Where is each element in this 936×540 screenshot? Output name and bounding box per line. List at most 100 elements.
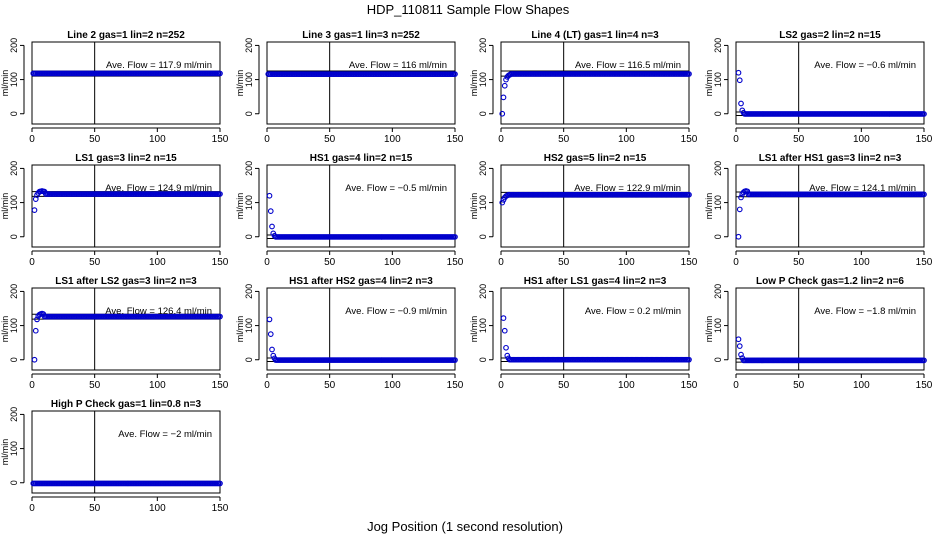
data-point: [736, 77, 743, 84]
y-tick-label: 0: [244, 357, 254, 362]
data-point: [32, 327, 39, 334]
panel: Line 2 gas=1 lin=2 n=252 0 100 200 ml/min 0 50…: [0, 30, 229, 145]
x-tick-label: 100: [384, 257, 401, 268]
x-tick-label: 0: [29, 503, 35, 514]
panel: LS1 gas=3 lin=2 n=15 0 100 200 ml/min 0 50 100 1…: [0, 153, 229, 268]
x-tick-label: 0: [264, 257, 270, 268]
y-tick-label: 200: [9, 161, 19, 176]
panel: HS1 gas=4 lin=2 n=15 0 100 200 ml/min 0 50 100 1…: [235, 153, 464, 268]
data-point: [501, 82, 508, 89]
panel-title: HS1 gas=4 lin=2 n=15: [310, 153, 413, 164]
data-point: [921, 111, 927, 117]
x-tick-label: 50: [558, 134, 570, 145]
y-tick-label: 100: [244, 72, 254, 87]
data-point: [504, 352, 511, 359]
y-tick-label: 100: [713, 318, 723, 333]
x-tick-label: 150: [212, 257, 229, 268]
panel: LS1 after HS1 gas=3 lin=2 n=3 0 100 200 ml/m…: [704, 153, 933, 268]
panel-frame: [500, 287, 690, 371]
ave-flow-label: Ave. Flow = 117.9 ml/min: [106, 60, 212, 71]
data-point: [921, 357, 927, 364]
panel: Low P Check gas=1.2 lin=2 n=6 0 100 200 ml/m…: [704, 276, 933, 391]
y-tick-label: 100: [9, 195, 19, 210]
panel-title: Line 2 gas=1 lin=2 n=252: [67, 30, 185, 41]
x-tick-label: 0: [498, 257, 504, 268]
data-point: [686, 71, 692, 77]
x-tick-label: 50: [793, 380, 805, 391]
x-tick-label: 0: [498, 380, 504, 391]
panel-title: LS1 after HS1 gas=3 lin=2 n=3: [759, 153, 902, 164]
x-tick-label: 50: [324, 257, 336, 268]
y-axis-label: ml/min: [469, 316, 479, 343]
y-tick-label: 0: [244, 111, 254, 116]
y-tick-label: 100: [478, 318, 488, 333]
x-tick-label: 50: [89, 380, 101, 391]
x-tick-label: 0: [264, 134, 270, 145]
panel-frame: [266, 164, 456, 248]
y-tick-label: 200: [244, 38, 254, 53]
data-point: [735, 336, 742, 343]
y-tick-label: 0: [9, 234, 19, 239]
x-tick-label: 150: [212, 503, 229, 514]
y-tick-label: 100: [244, 318, 254, 333]
data-point: [217, 191, 223, 197]
data-point: [217, 70, 223, 77]
x-tick-label: 50: [324, 134, 336, 145]
data-point: [267, 331, 274, 337]
y-axis-label: ml/min: [235, 316, 245, 343]
y-tick-label: 200: [478, 38, 488, 53]
x-tick-label: 150: [916, 380, 933, 391]
data-point: [503, 76, 509, 83]
panel-title: LS1 after LS2 gas=3 lin=2 n=3: [55, 276, 197, 287]
x-tick-label: 150: [212, 134, 229, 145]
x-tick-label: 100: [149, 503, 166, 514]
panel-frame: [31, 41, 221, 125]
panel-title: Low P Check gas=1.2 lin=2 n=6: [756, 276, 904, 287]
x-tick-label: 50: [324, 380, 336, 391]
panel-title: Line 3 gas=1 lin=3 n=252: [302, 30, 420, 41]
x-tick-label: 0: [29, 257, 35, 268]
x-tick-label: 50: [89, 134, 101, 145]
y-tick-label: 200: [713, 161, 723, 176]
y-axis-label: ml/min: [0, 70, 10, 97]
data-point: [736, 343, 743, 349]
data-point: [735, 233, 742, 240]
panel: LS1 after LS2 gas=3 lin=2 n=3 0 100 200 ml/m…: [0, 276, 229, 391]
figure-title: HDP_110811 Sample Flow Shapes: [367, 2, 570, 17]
y-tick-label: 200: [713, 38, 723, 53]
data-point: [686, 191, 692, 198]
data-point: [31, 356, 38, 363]
y-tick-label: 0: [9, 357, 19, 362]
panel-frame: [735, 41, 925, 125]
ave-flow-label: Ave. Flow = 126.4 ml/min: [105, 306, 212, 317]
x-tick-label: 100: [384, 134, 401, 145]
data-point: [735, 69, 742, 76]
x-tick-label: 0: [29, 380, 35, 391]
panel-frame: [31, 410, 221, 494]
data-point: [34, 316, 40, 323]
ave-flow-label: Ave. Flow = −0.6 ml/min: [814, 60, 916, 71]
y-tick-label: 200: [244, 161, 254, 176]
x-tick-label: 50: [793, 257, 805, 268]
y-axis-label: ml/min: [704, 193, 714, 220]
y-tick-label: 0: [9, 111, 19, 116]
panel-frame: [500, 164, 690, 248]
data-point: [500, 315, 507, 321]
y-axis-label: ml/min: [704, 316, 714, 343]
panels: Line 2 gas=1 lin=2 n=252 0 100 200 ml/min 0 50…: [0, 30, 933, 514]
x-tick-label: 50: [89, 503, 101, 514]
y-tick-label: 200: [9, 284, 19, 299]
y-tick-label: 0: [244, 234, 254, 239]
x-tick-label: 50: [558, 257, 570, 268]
y-tick-label: 0: [9, 480, 19, 485]
y-tick-label: 100: [713, 72, 723, 87]
figure-xlabel: Jog Position (1 second resolution): [367, 519, 563, 534]
y-axis-label: ml/min: [0, 316, 10, 343]
y-tick-label: 100: [478, 72, 488, 87]
x-tick-label: 100: [149, 257, 166, 268]
ave-flow-label: Ave. Flow = −0.9 ml/min: [345, 306, 447, 317]
data-point: [738, 100, 744, 107]
y-axis-label: ml/min: [235, 193, 245, 220]
x-tick-label: 0: [733, 257, 739, 268]
